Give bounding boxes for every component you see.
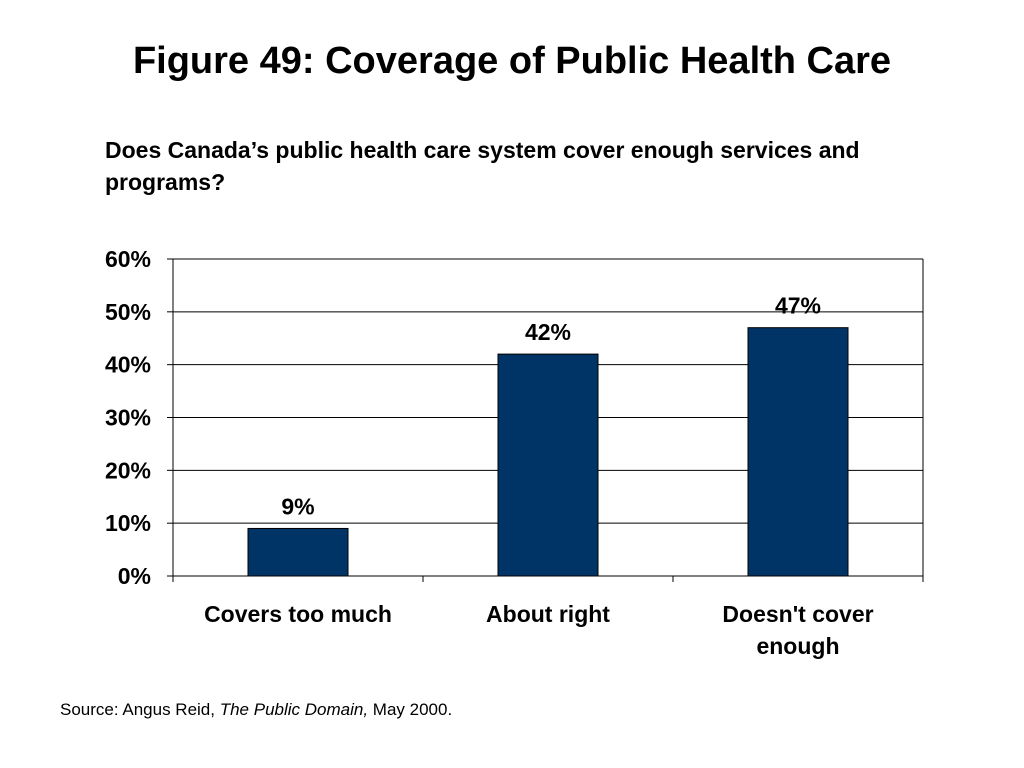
y-tick-label: 50%	[105, 299, 151, 325]
source-publication: The Public Domain,	[219, 700, 369, 719]
data-label: 47%	[775, 293, 821, 319]
y-tick-label: 0%	[118, 563, 151, 589]
y-tick-label: 10%	[105, 510, 151, 536]
bar	[747, 327, 849, 577]
category-label: About right	[486, 601, 610, 627]
category-label: Covers too much	[204, 601, 392, 627]
figure-title: Figure 49: Coverage of Public Health Car…	[132, 40, 892, 82]
bar-chart: 0% 10% 20% 30% 40% 50% 60% 9% Covers too much 42%…	[105, 246, 924, 659]
category-label: enough	[756, 633, 839, 659]
source-prefix: Source: Angus Reid,	[60, 700, 220, 719]
data-label: 42%	[525, 319, 571, 345]
y-tick-label: 60%	[105, 246, 151, 272]
category-label: Doesn't cover	[722, 601, 873, 627]
source-note: Source: Angus Reid, The Public Domain, M…	[60, 700, 452, 720]
bar	[497, 353, 599, 577]
y-tick-label: 20%	[105, 457, 151, 483]
data-label: 9%	[281, 493, 314, 519]
y-tick-label: 30%	[105, 405, 151, 431]
bar	[247, 527, 349, 577]
source-date: May 2000.	[368, 700, 453, 719]
chart-question: Does Canada’s public health care system …	[105, 137, 860, 195]
y-tick-label: 40%	[105, 352, 151, 378]
